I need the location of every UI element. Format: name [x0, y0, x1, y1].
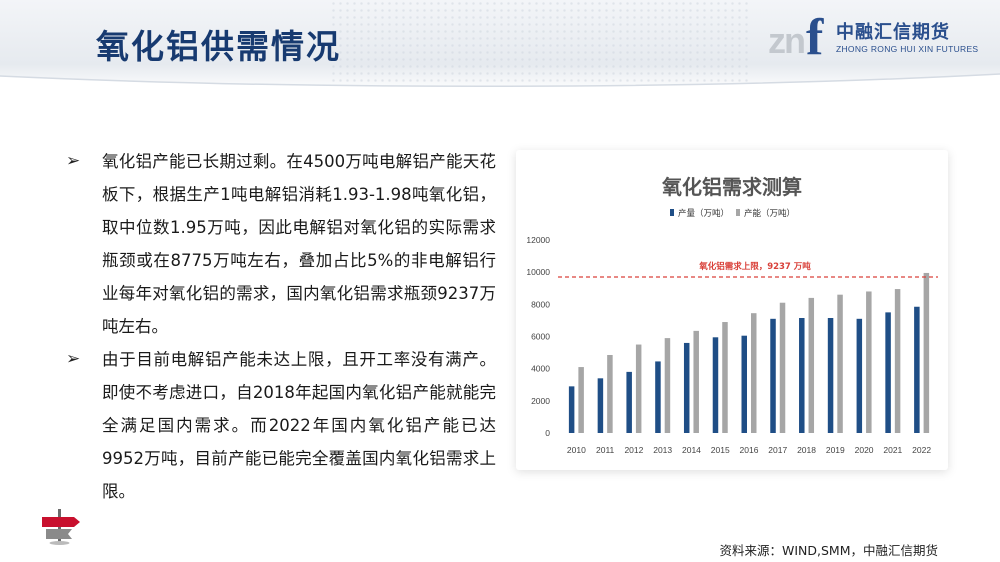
bar-output	[914, 306, 920, 433]
logo-name-en: ZHONG RONG HUI XIN FUTURES	[836, 44, 979, 54]
chart-card: 氧化铝需求测算产量（万吨） 产能（万吨） 0 2000 4000 6000 8000 1000…	[516, 150, 948, 470]
header-swoosh	[0, 73, 1000, 92]
bar-capacity	[779, 302, 786, 433]
legend-swatch	[670, 209, 674, 216]
y-tick-label: 4000	[531, 364, 550, 374]
bar-capacity	[808, 297, 815, 433]
arrow-bullet-icon: ➢	[66, 349, 81, 369]
bar-output	[626, 371, 632, 433]
demand-limit-label: 氧化铝需求上限，9237 万吨	[698, 261, 811, 272]
bar-capacity	[894, 289, 901, 433]
y-tick-label: 8000	[531, 299, 550, 309]
x-tick-label: 2021	[883, 445, 902, 455]
page-title: 氧化铝供需情况	[96, 27, 341, 66]
logo-mark-blue: f	[806, 9, 824, 66]
x-tick-label: 2014	[682, 445, 701, 455]
bar-capacity	[693, 330, 699, 433]
bar-output	[856, 318, 863, 433]
bullet-text: 由于目前电解铝产能未达上限，且开工率没有满产。即使不考虑进口，自2018年起国内…	[102, 350, 496, 501]
bar-capacity	[722, 322, 728, 433]
bar-capacity	[664, 338, 671, 433]
bar-capacity	[578, 367, 584, 433]
x-tick-label: 2012	[624, 445, 643, 455]
bar-output	[712, 337, 719, 433]
x-tick-label: 2010	[567, 445, 586, 455]
bar-output	[770, 318, 776, 433]
x-tick-label: 2015	[711, 445, 730, 455]
bar-capacity	[607, 354, 613, 433]
world-map-pattern	[330, 0, 750, 92]
x-tick-label: 2019	[826, 445, 845, 455]
bullet-text: 氧化铝产能已长期过剩。在4500万吨电解铝产能天花板下，根据生产1吨电解铝消耗1…	[102, 152, 496, 336]
bar-output	[568, 386, 575, 433]
chart-title: 氧化铝需求测算	[661, 175, 802, 199]
legend-swatch	[736, 209, 740, 216]
bar-output	[597, 378, 604, 433]
bar-capacity	[751, 313, 757, 433]
y-tick-label: 6000	[531, 332, 550, 342]
x-tick-label: 2013	[653, 445, 672, 455]
bullet-list: ➢ 氧化铝产能已长期过剩。在4500万吨电解铝产能天花板下，根据生产1吨电解铝消…	[66, 145, 496, 508]
logo-name-cn: 中融汇信期货	[836, 22, 950, 43]
source-note: 资料来源：WIND,SMM，中融汇信期货	[719, 543, 938, 558]
bar-output	[885, 312, 891, 433]
y-tick-label: 0	[545, 428, 550, 438]
bar-capacity	[866, 291, 872, 433]
y-tick-label: 12000	[526, 235, 550, 245]
x-tick-label: 2016	[740, 445, 759, 455]
bullet-item: ➢ 氧化铝产能已长期过剩。在4500万吨电解铝产能天花板下，根据生产1吨电解铝消…	[66, 145, 496, 343]
x-tick-label: 2018	[797, 445, 816, 455]
bar-capacity	[635, 344, 642, 433]
bar-capacity	[923, 272, 930, 433]
bar-output	[655, 361, 661, 433]
y-tick-label: 2000	[531, 396, 550, 406]
signpost-icon	[42, 509, 80, 545]
legend-label: 产量（万吨）	[678, 208, 729, 219]
legend-label: 产能（万吨）	[744, 208, 795, 219]
bullet-item: ➢ 由于目前电解铝产能未达上限，且开工率没有满产。即使不考虑进口，自2018年起…	[66, 343, 496, 508]
company-logo: zn f 中融汇信期货 ZHONG RONG HUI XIN FUTURES	[768, 9, 988, 66]
bar-output	[827, 318, 834, 433]
bar-capacity	[837, 294, 843, 433]
bar-output	[741, 335, 747, 433]
arrow-bullet-icon: ➢	[66, 151, 81, 171]
x-tick-label: 2017	[768, 445, 787, 455]
logo-mark-gray: zn	[768, 20, 806, 61]
x-tick-label: 2022	[912, 445, 931, 455]
bar-output	[683, 342, 690, 433]
bar-output	[799, 318, 805, 433]
y-tick-label: 10000	[526, 267, 550, 277]
x-tick-label: 2020	[855, 445, 874, 455]
header-banner	[0, 0, 1000, 92]
x-tick-label: 2011	[596, 445, 615, 455]
